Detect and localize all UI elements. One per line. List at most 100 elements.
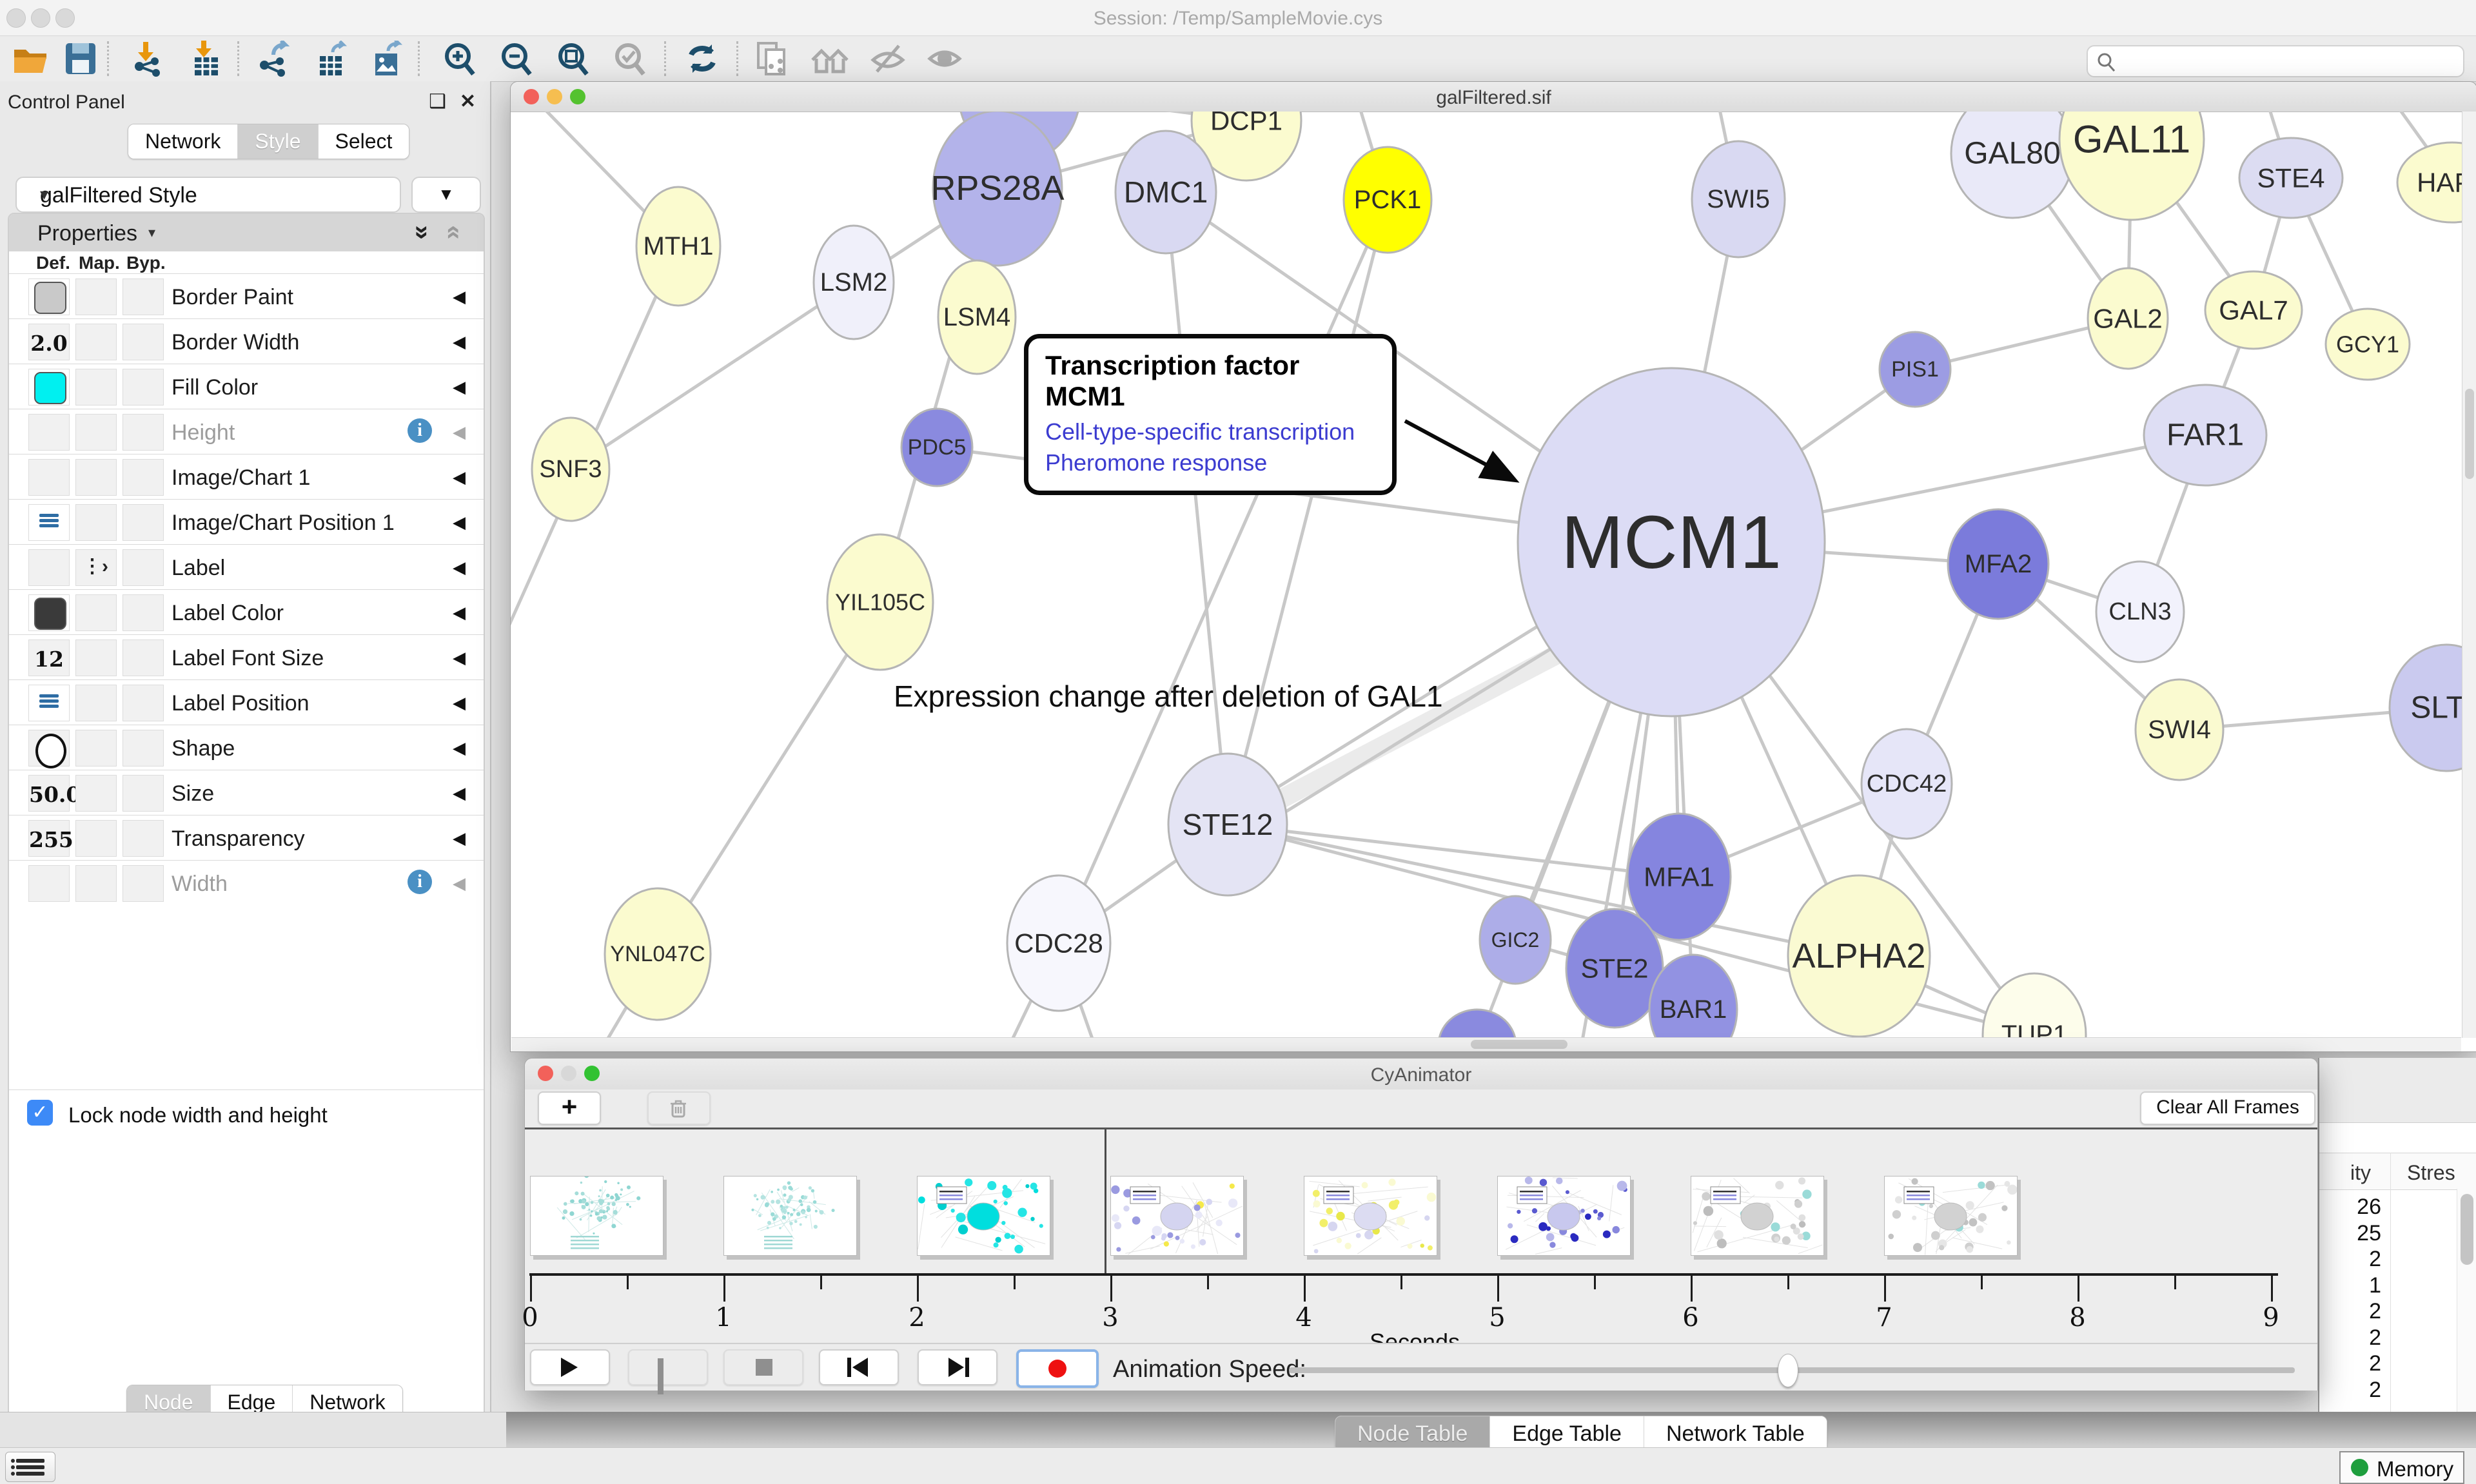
- property-cell[interactable]: [75, 594, 117, 631]
- frame-thumbnail[interactable]: [723, 1176, 857, 1256]
- property-row[interactable]: 50.0 Size ◀: [9, 770, 484, 815]
- tab-style[interactable]: Style: [238, 124, 319, 159]
- open-file-icon[interactable]: [12, 41, 49, 77]
- zoom-selected-icon[interactable]: [611, 41, 649, 77]
- maximize-window-icon[interactable]: [570, 89, 585, 104]
- network-node[interactable]: [900, 407, 974, 487]
- table-cell-value[interactable]: 25: [2357, 1220, 2381, 1245]
- expand-row-icon[interactable]: ◀: [453, 648, 466, 667]
- property-row[interactable]: Shape ◀: [9, 725, 484, 770]
- network-node[interactable]: [635, 186, 722, 307]
- property-row[interactable]: Image/Chart 1 ◀: [9, 454, 484, 499]
- network-edge[interactable]: [1227, 823, 1680, 879]
- property-cell[interactable]: [75, 414, 117, 451]
- property-row[interactable]: Border Paint ◀: [9, 273, 484, 318]
- save-session-icon[interactable]: [62, 41, 99, 77]
- property-row[interactable]: Label Color ◀: [9, 589, 484, 634]
- network-node[interactable]: [812, 224, 895, 340]
- vertical-scrollbar[interactable]: [2462, 112, 2476, 1038]
- network-node[interactable]: [1626, 812, 1732, 941]
- skip-to-start-button[interactable]: [819, 1349, 899, 1385]
- property-cell[interactable]: [75, 685, 117, 721]
- import-table-icon[interactable]: [187, 41, 224, 77]
- network-node[interactable]: [1479, 895, 1552, 985]
- export-table-icon[interactable]: [313, 41, 351, 77]
- properties-header[interactable]: Properties ▾ » »: [9, 214, 484, 251]
- export-image-icon[interactable]: [369, 41, 406, 77]
- frame-thumbnail[interactable]: [1884, 1176, 2018, 1256]
- minimize-window-icon[interactable]: [547, 89, 562, 104]
- lock-size-checkbox[interactable]: ✓: [27, 1100, 53, 1126]
- style-selector[interactable]: galFiltered Style ▾: [15, 177, 401, 213]
- task-history-button[interactable]: [5, 1452, 55, 1482]
- network-node[interactable]: [1114, 130, 1217, 255]
- expand-row-icon[interactable]: ◀: [453, 467, 466, 487]
- property-cell[interactable]: ⋮›: [75, 549, 117, 586]
- network-edge[interactable]: [569, 280, 855, 471]
- property-cell[interactable]: [123, 865, 164, 902]
- annotation-link[interactable]: Cell-type-specific transcription: [1045, 418, 1355, 445]
- skip-to-end-button[interactable]: [918, 1349, 997, 1385]
- property-cell[interactable]: [75, 820, 117, 857]
- expand-all-icon[interactable]: »: [408, 225, 437, 240]
- property-cell[interactable]: [123, 459, 164, 496]
- property-cell[interactable]: [75, 730, 117, 766]
- search-input[interactable]: [2124, 48, 2449, 73]
- property-cell[interactable]: [123, 730, 164, 766]
- maximize-window-icon[interactable]: [584, 1066, 600, 1081]
- property-cell[interactable]: 50.0: [28, 775, 81, 812]
- property-row[interactable]: 2.0 Border Width ◀: [9, 318, 484, 364]
- frame-thumbnail[interactable]: [1691, 1176, 1824, 1256]
- network-node[interactable]: [1691, 140, 1786, 259]
- network-node[interactable]: [1342, 146, 1433, 254]
- network-node[interactable]: [1648, 953, 1738, 1037]
- show-details-icon[interactable]: [926, 41, 963, 77]
- slider-thumb[interactable]: [1778, 1354, 1798, 1387]
- close-window-icon[interactable]: [6, 8, 26, 28]
- property-cell[interactable]: [75, 775, 117, 812]
- close-window-icon[interactable]: [538, 1066, 553, 1081]
- network-node[interactable]: [2238, 137, 2344, 219]
- tab-edge-table[interactable]: Edge Table: [1490, 1416, 1644, 1452]
- table-cell-value[interactable]: 2: [2369, 1299, 2381, 1323]
- add-frame-button[interactable]: +: [538, 1091, 601, 1125]
- stop-button[interactable]: [723, 1349, 803, 1385]
- expand-row-icon[interactable]: ◀: [453, 422, 466, 442]
- property-cell[interactable]: 12: [28, 639, 70, 676]
- timeline-playhead[interactable]: [1105, 1129, 1106, 1273]
- horizontal-scrollbar[interactable]: [511, 1037, 2461, 1051]
- clear-all-frames-button[interactable]: Clear All Frames: [2140, 1091, 2315, 1125]
- table-cell-value[interactable]: 2: [2369, 1377, 2381, 1402]
- property-cell[interactable]: [75, 369, 117, 405]
- property-row[interactable]: Height i ◀: [9, 409, 484, 454]
- minimize-window-icon[interactable]: [561, 1066, 576, 1081]
- table-cell-value[interactable]: 2: [2369, 1247, 2381, 1271]
- close-panel-icon[interactable]: ✕: [459, 91, 476, 112]
- property-cell[interactable]: [123, 639, 164, 676]
- property-cell[interactable]: [28, 369, 70, 405]
- delete-frame-button[interactable]: [647, 1091, 711, 1125]
- network-node[interactable]: [1860, 728, 1953, 840]
- info-icon[interactable]: i: [408, 870, 432, 894]
- network-node[interactable]: [1438, 1008, 1517, 1037]
- network-edge[interactable]: [511, 245, 680, 1037]
- property-cell[interactable]: [28, 459, 70, 496]
- property-cell[interactable]: [123, 414, 164, 451]
- scrollbar-thumb[interactable]: [1471, 1040, 1567, 1049]
- scrollbar-thumb[interactable]: [2461, 1194, 2473, 1265]
- property-cell[interactable]: [75, 639, 117, 676]
- expand-row-icon[interactable]: ◀: [453, 377, 466, 396]
- network-edge[interactable]: [1057, 199, 1390, 944]
- network-edge[interactable]: [1226, 199, 1390, 825]
- network-node[interactable]: [937, 259, 1017, 375]
- network-node[interactable]: [1565, 908, 1664, 1029]
- property-cell[interactable]: 255: [28, 820, 74, 857]
- expand-row-icon[interactable]: ◀: [453, 783, 466, 803]
- network-node[interactable]: [1981, 972, 2087, 1037]
- expand-row-icon[interactable]: ◀: [453, 558, 466, 577]
- maximize-window-icon[interactable]: [55, 8, 75, 28]
- expand-row-icon[interactable]: ◀: [453, 738, 466, 757]
- property-row[interactable]: 12 Label Font Size ◀: [9, 634, 484, 679]
- network-node[interactable]: [2204, 270, 2303, 350]
